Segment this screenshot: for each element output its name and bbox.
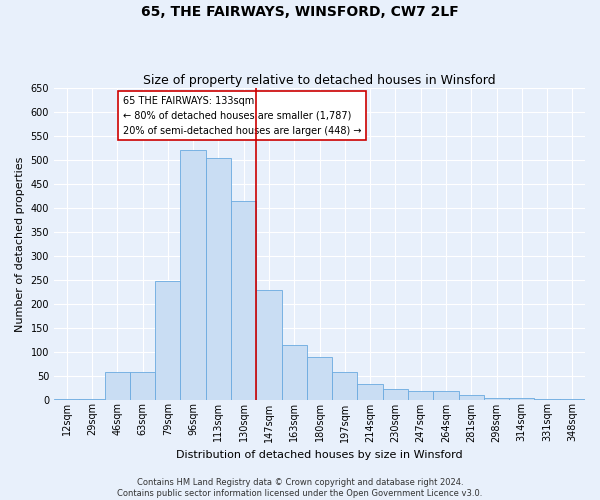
Bar bbox=[104, 372, 130, 400]
Bar bbox=[433, 391, 458, 400]
X-axis label: Distribution of detached houses by size in Winsford: Distribution of detached houses by size … bbox=[176, 450, 463, 460]
Bar bbox=[79, 398, 104, 400]
Bar bbox=[509, 398, 535, 400]
Bar bbox=[130, 372, 155, 400]
Bar bbox=[358, 384, 383, 400]
Bar bbox=[281, 346, 307, 400]
Y-axis label: Number of detached properties: Number of detached properties bbox=[15, 156, 25, 332]
Bar bbox=[383, 389, 408, 400]
Bar bbox=[206, 158, 231, 400]
Bar bbox=[181, 150, 206, 400]
Bar bbox=[256, 290, 281, 400]
Bar bbox=[332, 372, 358, 400]
Bar bbox=[408, 391, 433, 400]
Bar bbox=[155, 280, 181, 400]
Bar bbox=[560, 398, 585, 400]
Text: Contains HM Land Registry data © Crown copyright and database right 2024.
Contai: Contains HM Land Registry data © Crown c… bbox=[118, 478, 482, 498]
Bar bbox=[484, 398, 509, 400]
Bar bbox=[307, 358, 332, 400]
Text: 65 THE FAIRWAYS: 133sqm
← 80% of detached houses are smaller (1,787)
20% of semi: 65 THE FAIRWAYS: 133sqm ← 80% of detache… bbox=[123, 96, 362, 136]
Title: Size of property relative to detached houses in Winsford: Size of property relative to detached ho… bbox=[143, 74, 496, 87]
Bar bbox=[458, 395, 484, 400]
Text: 65, THE FAIRWAYS, WINSFORD, CW7 2LF: 65, THE FAIRWAYS, WINSFORD, CW7 2LF bbox=[141, 5, 459, 19]
Bar bbox=[54, 398, 79, 400]
Bar bbox=[231, 200, 256, 400]
Bar bbox=[535, 398, 560, 400]
